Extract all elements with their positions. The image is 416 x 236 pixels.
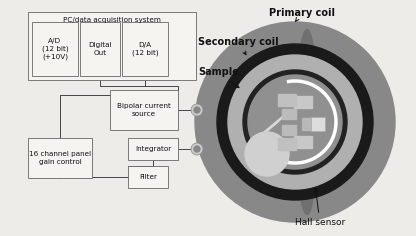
Bar [294, 136, 312, 148]
Circle shape [191, 143, 203, 155]
Text: A/D
(12 bit)
(+10V): A/D (12 bit) (+10V) [42, 38, 68, 60]
Text: Hall sensor: Hall sensor [295, 189, 345, 227]
Circle shape [248, 75, 342, 169]
Circle shape [217, 44, 373, 200]
Bar [302, 118, 320, 130]
Circle shape [191, 104, 203, 116]
FancyBboxPatch shape [110, 90, 178, 130]
Text: D/A
(12 bit): D/A (12 bit) [132, 42, 158, 56]
Circle shape [245, 132, 289, 176]
FancyBboxPatch shape [28, 12, 196, 80]
Text: Secondary coil: Secondary coil [198, 37, 279, 55]
Bar [311, 117, 325, 131]
FancyBboxPatch shape [32, 22, 78, 76]
Circle shape [243, 70, 347, 174]
Bar [294, 96, 312, 108]
Text: Filter: Filter [139, 174, 157, 180]
FancyBboxPatch shape [128, 166, 168, 188]
Bar [278, 138, 296, 150]
FancyBboxPatch shape [128, 138, 178, 160]
Circle shape [228, 55, 362, 189]
Text: Sample: Sample [198, 67, 239, 88]
Text: Bipolar current
source: Bipolar current source [117, 103, 171, 117]
Bar [282, 109, 296, 119]
Bar [278, 94, 296, 106]
FancyBboxPatch shape [28, 138, 92, 178]
Text: PC/data acquisition system: PC/data acquisition system [63, 17, 161, 23]
Circle shape [194, 146, 200, 152]
Polygon shape [255, 111, 289, 142]
Text: Digital
Out: Digital Out [88, 42, 112, 56]
Bar [282, 125, 296, 135]
Circle shape [194, 107, 200, 113]
FancyBboxPatch shape [122, 22, 168, 76]
Circle shape [195, 22, 395, 222]
Ellipse shape [296, 30, 318, 215]
Text: 16 channel panel
gain control: 16 channel panel gain control [29, 151, 91, 165]
FancyBboxPatch shape [80, 22, 120, 76]
Text: Integrator: Integrator [135, 146, 171, 152]
Text: Primary coil: Primary coil [269, 8, 335, 21]
